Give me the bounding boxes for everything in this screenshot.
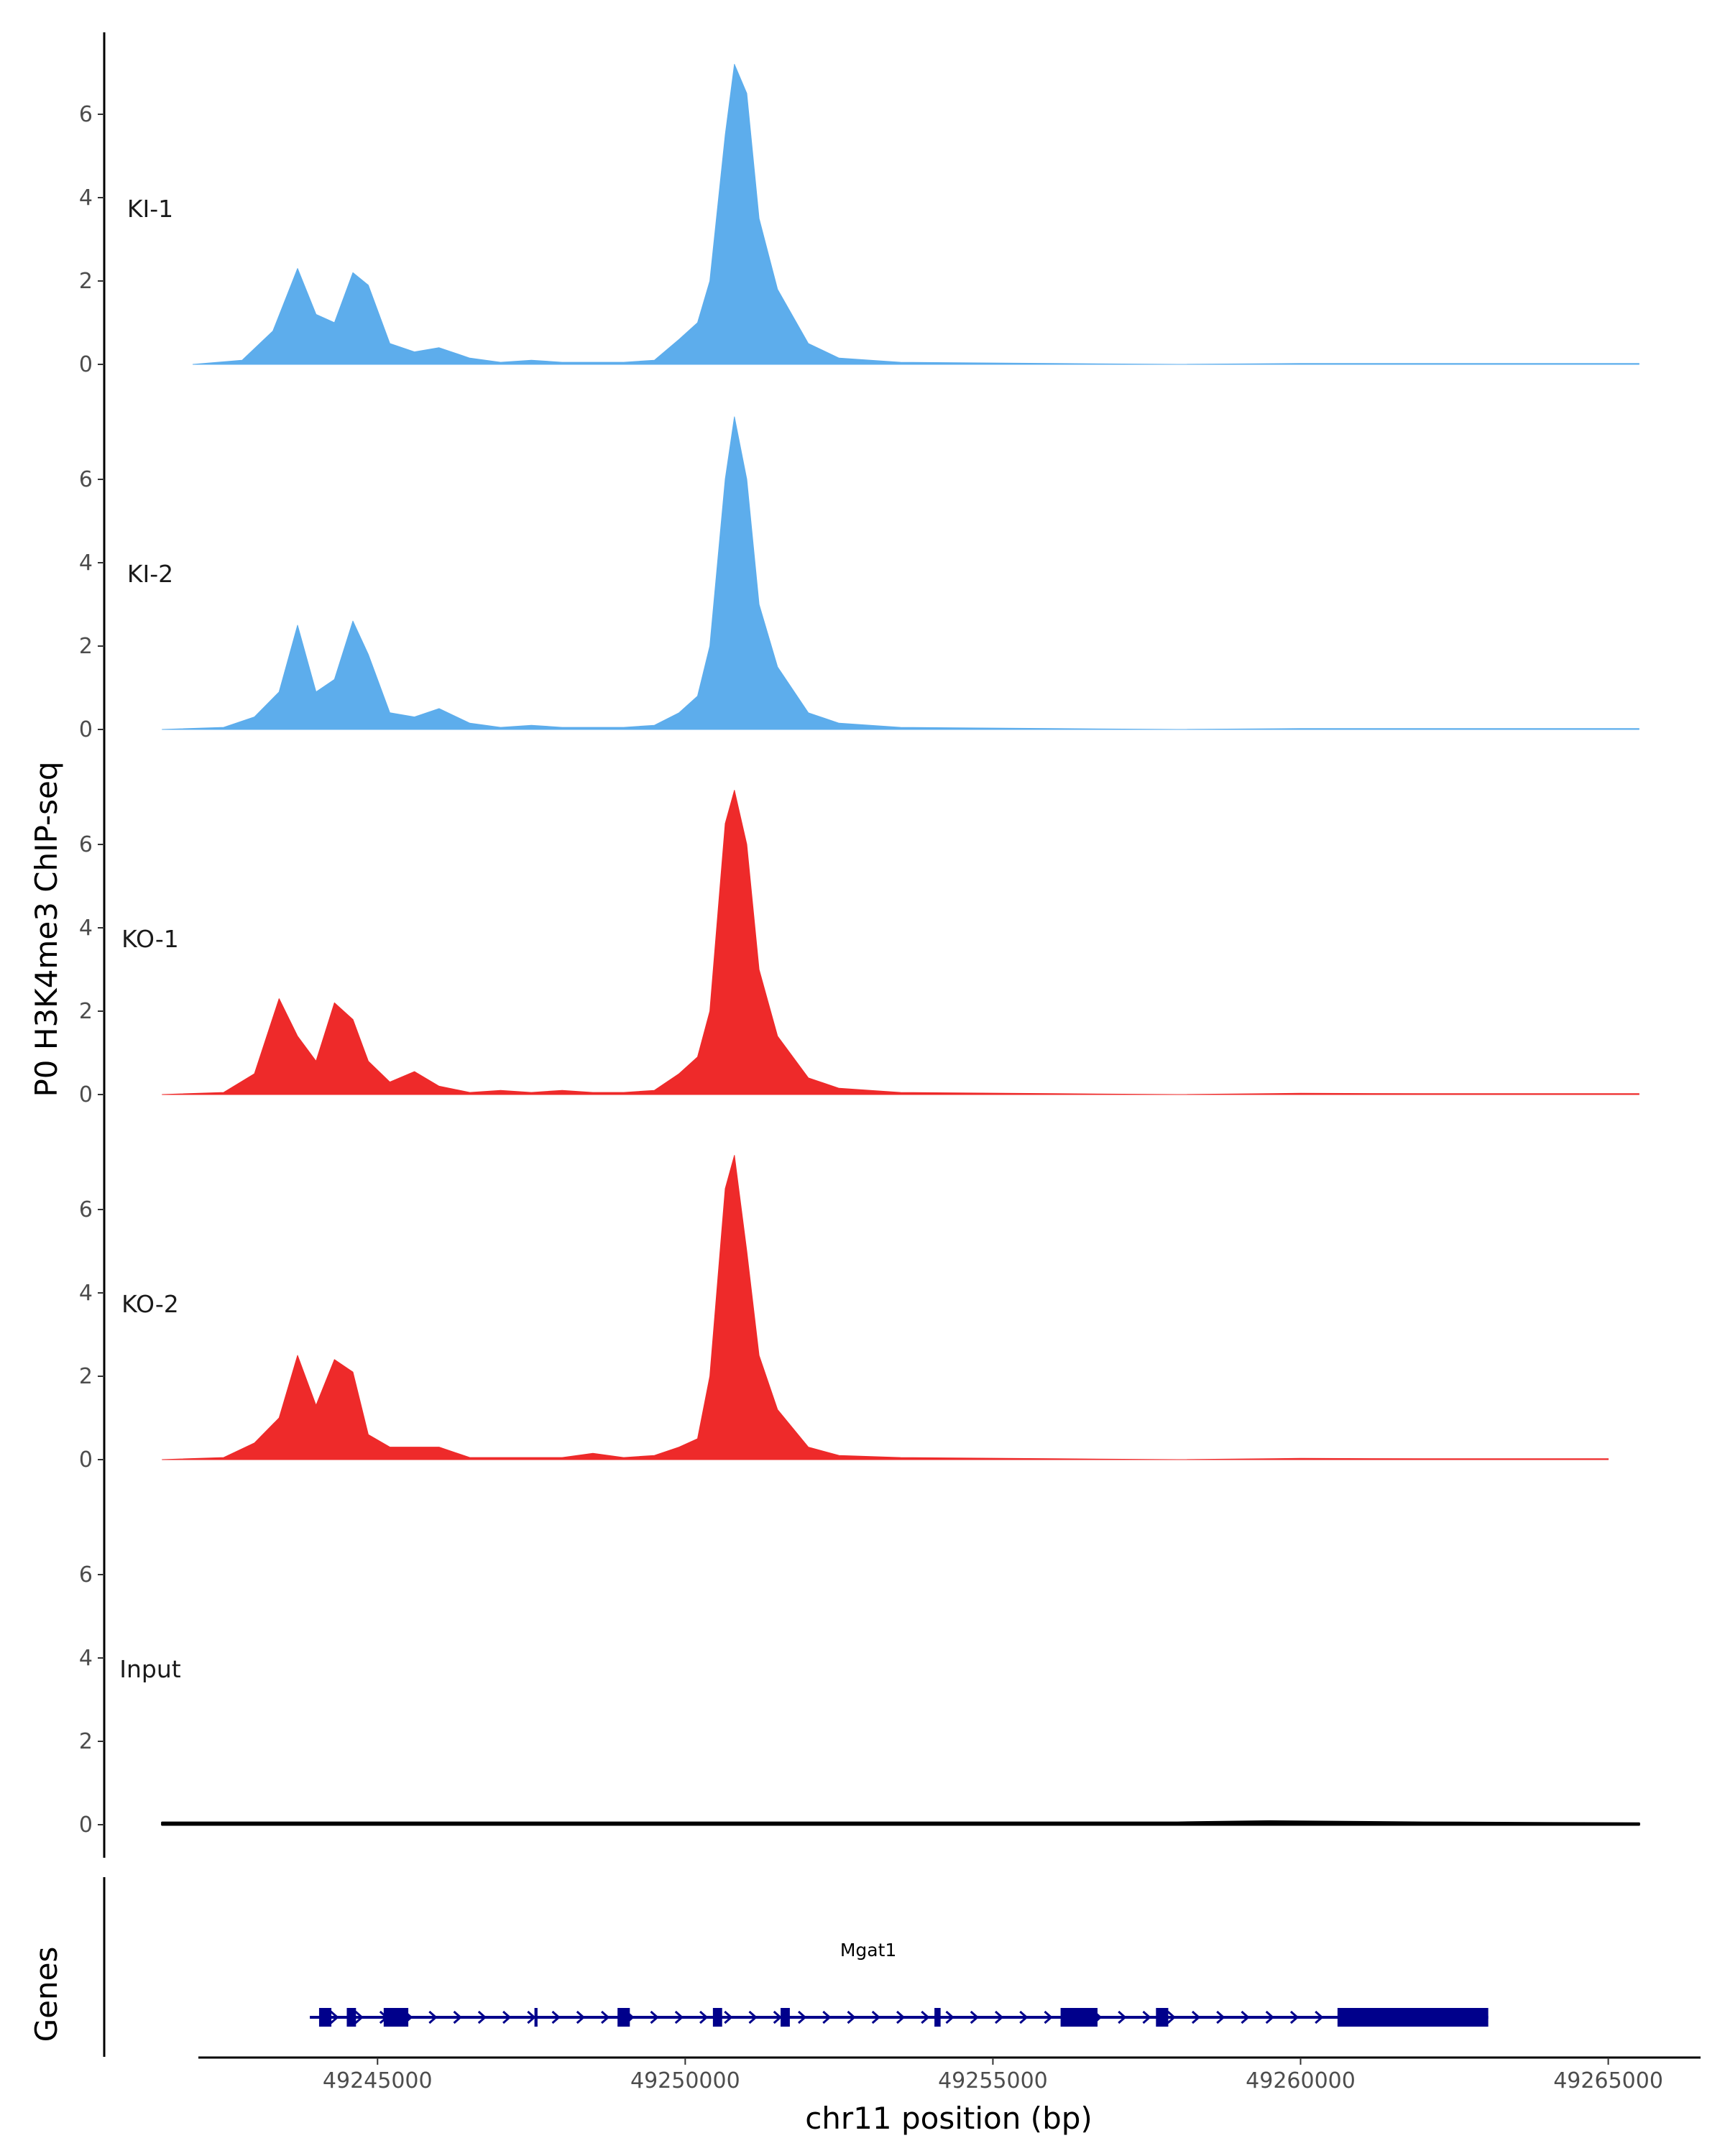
- y-tick-label: 0: [79, 1447, 93, 1473]
- track-label: KI-1: [127, 195, 173, 223]
- y-tick-label: 2: [79, 269, 93, 294]
- strand-arrow: [1044, 2010, 1053, 2024]
- gene-name-label: Mgat1: [840, 1940, 896, 1961]
- strand-arrow: [527, 2010, 536, 2024]
- x-axis: 49245000 49250000 49255000 49260000 49265000: [198, 2056, 1701, 2093]
- exon: [617, 2008, 630, 2027]
- y-tick-label: 2: [79, 1364, 93, 1389]
- exon: [934, 2008, 941, 2027]
- strand-arrow: [798, 2010, 807, 2024]
- x-tick-label: 49265000: [1553, 2068, 1663, 2093]
- exon: [1060, 2008, 1098, 2027]
- strand-arrow: [1167, 2010, 1176, 2024]
- strand-arrow: [576, 2010, 586, 2024]
- y-tick-label: 6: [79, 1562, 93, 1588]
- exon: [1156, 2008, 1169, 2027]
- signal-area-ko-1: [162, 790, 1639, 1095]
- y-tick-label: 4: [79, 1646, 93, 1671]
- exon: [383, 2008, 409, 2027]
- track-label: KO-1: [121, 925, 179, 953]
- track-ko-2: 0 2 4 6 KO-2: [79, 1128, 1609, 1493]
- y-tick-label: 2: [79, 999, 93, 1024]
- y-tick-label: 6: [79, 467, 93, 492]
- signal-area-ko-2: [162, 1155, 1609, 1460]
- strand-arrow: [674, 2010, 684, 2024]
- gene-track: Mgat1: [103, 1877, 1489, 2057]
- signal-area-ki-1: [192, 63, 1639, 365]
- strand-arrow: [847, 2010, 856, 2024]
- y-tick-label: 4: [79, 185, 93, 211]
- y-tick-label: 6: [79, 1197, 93, 1222]
- strand-arrow: [650, 2010, 659, 2024]
- strand-arrow: [1191, 2010, 1201, 2024]
- track-input: 0 2 4 6 Input: [79, 1493, 1640, 1858]
- y-tick-label: 4: [79, 1281, 93, 1306]
- strand-arrow: [601, 2010, 610, 2024]
- exon: [781, 2008, 790, 2027]
- strand-arrow: [354, 2010, 364, 2024]
- track-ki-1: 0 2 4 6 KI-1: [79, 32, 1639, 397]
- exon: [1337, 2008, 1489, 2027]
- strand-arrow: [502, 2010, 512, 2024]
- strand-arrow: [1241, 2010, 1250, 2024]
- x-tick-label: 49245000: [323, 2068, 433, 2093]
- strand-arrow: [994, 2010, 1004, 2024]
- strand-arrow: [1019, 2010, 1029, 2024]
- strand-arrow: [1315, 2010, 1324, 2024]
- track-label: KO-2: [121, 1290, 179, 1318]
- y-tick-label: 4: [79, 916, 93, 941]
- strand-arrow: [748, 2010, 758, 2024]
- strand-arrow: [1265, 2010, 1274, 2024]
- y-tick-label: 0: [79, 1812, 93, 1838]
- exon: [712, 2008, 722, 2027]
- strand-arrow: [724, 2010, 733, 2024]
- x-tick-label: 49260000: [1246, 2068, 1356, 2093]
- strand-arrow: [921, 2010, 930, 2024]
- strand-arrow: [1216, 2010, 1225, 2024]
- signal-area-ki-2: [162, 416, 1639, 730]
- genes-axis-title: Genes: [29, 1947, 64, 2042]
- track-label: Input: [119, 1655, 181, 1683]
- y-tick-label: 4: [79, 550, 93, 576]
- strand-arrow: [822, 2010, 832, 2024]
- strand-arrow: [453, 2010, 462, 2024]
- track-ko-1: 0 2 4 6 KO-1: [79, 763, 1639, 1128]
- strand-arrow: [1289, 2010, 1300, 2024]
- exon: [534, 2008, 538, 2027]
- strand-arrow: [773, 2010, 783, 2024]
- exon: [346, 2008, 356, 2027]
- strand-arrow: [896, 2010, 906, 2024]
- x-axis-title: chr11 position (bp): [805, 2101, 1092, 2136]
- strand-arrow: [1118, 2010, 1127, 2024]
- signal-area-input: [161, 1820, 1640, 1826]
- y-tick-label: 0: [79, 1082, 93, 1107]
- strand-arrow: [871, 2010, 881, 2024]
- y-axis-title: P0 H3K4me3 ChIP-seq: [29, 761, 64, 1097]
- strand-arrow: [330, 2010, 339, 2024]
- track-ki-2: 0 2 4 6 KI-2: [79, 397, 1639, 763]
- y-tick-label: 6: [79, 832, 93, 857]
- strand-arrow: [477, 2010, 487, 2024]
- strand-arrow: [551, 2010, 561, 2024]
- strand-arrow: [428, 2010, 438, 2024]
- x-tick-label: 49255000: [938, 2068, 1048, 2093]
- exon: [318, 2008, 332, 2027]
- signal-tracks: 0 2 4 6 KI-1 0 2 4 6 KI-2 0 2 4 6 KO-1 0 2 4 6 KO-2 0 2 4 6 Inpu…: [79, 32, 1640, 1858]
- track-label: KI-2: [127, 560, 173, 588]
- y-tick-label: 2: [79, 634, 93, 659]
- y-tick-label: 2: [79, 1729, 93, 1754]
- y-tick-label: 0: [79, 717, 93, 742]
- strand-arrow: [970, 2010, 979, 2024]
- y-tick-label: 0: [79, 352, 93, 377]
- y-tick-label: 6: [79, 102, 93, 127]
- strand-arrow: [945, 2010, 954, 2024]
- strand-arrow: [699, 2010, 709, 2024]
- strand-arrow: [1142, 2010, 1151, 2024]
- x-tick-label: 49250000: [630, 2068, 740, 2093]
